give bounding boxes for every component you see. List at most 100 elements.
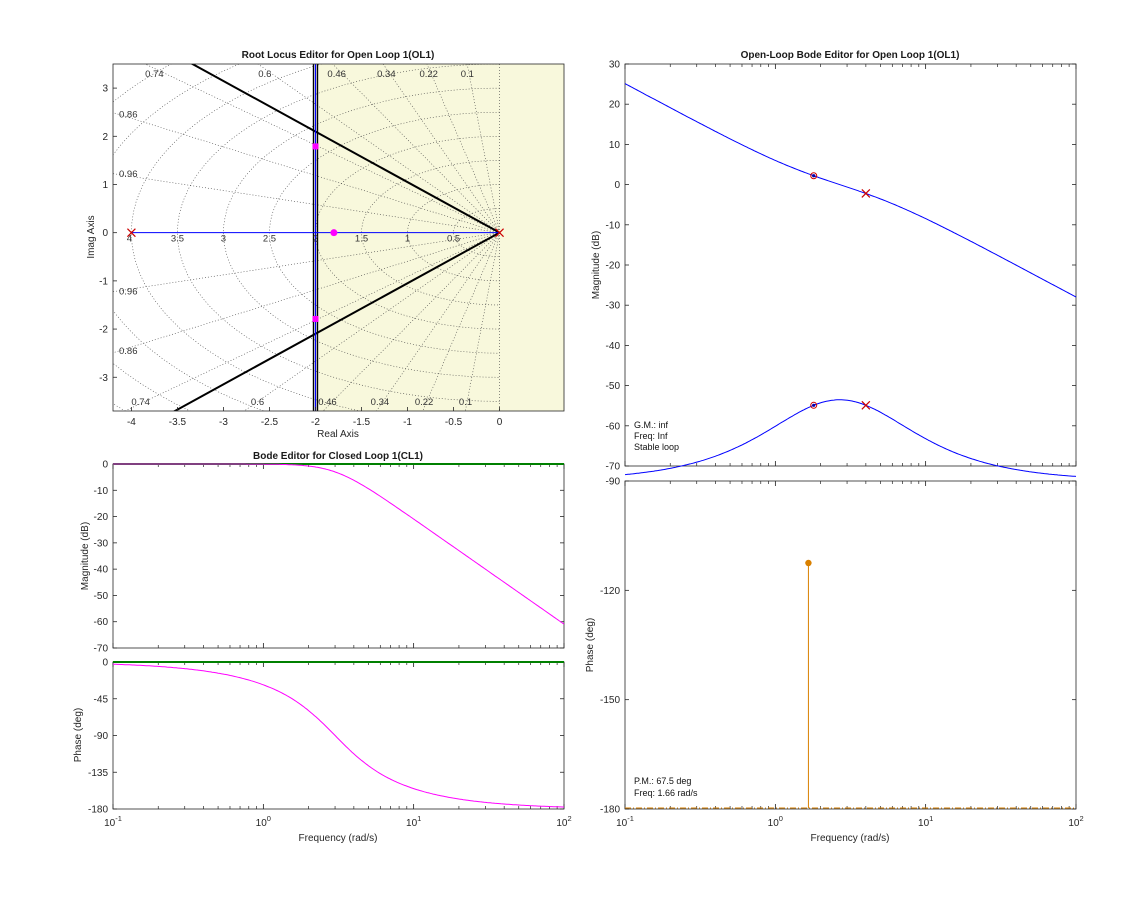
damping-label: 0.46 (318, 397, 337, 408)
damping-constraint-line (172, 231, 501, 411)
frequency-arc (223, 87, 500, 378)
x-tick-label: -3 (219, 417, 228, 428)
cl-phase-xlabel: Frequency (rad/s) (299, 833, 378, 844)
cl-magnitude-ylabel: Magnitude (dB) (80, 522, 91, 590)
y-tick-label: 3 (102, 84, 108, 95)
cl-phase-ylabel: Phase (deg) (73, 708, 84, 762)
root-locus-branches (131, 64, 500, 411)
ol-phase-markers[interactable] (805, 400, 871, 808)
damping-label: 0.86 (119, 110, 138, 121)
open-loop-magnitude-panel[interactable]: 30 20 10 0 -10 -20 -30 -40 -50 -60 -70 Open-Loop B… (591, 50, 1077, 473)
damping-label: 0.34 (371, 397, 390, 408)
x-tick-label: 100 (256, 814, 271, 829)
damping-ray (382, 64, 500, 233)
frequency-label: 3 (221, 234, 226, 245)
cl-magnitude-curve (113, 463, 565, 625)
y-tick-label: -40 (606, 341, 621, 352)
x-tick-label: -0.5 (445, 417, 463, 428)
root-locus-axes-box (112, 63, 565, 412)
y-tick-label: 0 (614, 180, 620, 191)
y-tick-label: -30 (606, 301, 621, 312)
y-tick-label: -60 (94, 617, 109, 628)
y-tick-label: -10 (94, 486, 109, 497)
phase-margin-freq-text: Freq: 1.66 rad/s (634, 788, 698, 798)
y-tick-label: 0 (102, 658, 108, 669)
y-tick-label: -120 (600, 586, 620, 597)
x-tick-label: -2 (311, 417, 320, 428)
x-tick-label: -4 (127, 417, 136, 428)
root-locus-design-constraints[interactable] (0, 0, 501, 512)
root-locus-markers[interactable] (126, 143, 504, 322)
ol-phase-ylabel: Phase (deg) (585, 618, 596, 672)
damping-label: 0.1 (461, 69, 474, 80)
damping-label: 0.1 (459, 397, 472, 408)
damping-label: 0.96 (119, 286, 138, 297)
ol-magnitude-curve (624, 83, 1077, 298)
ol-bode-title: Open-Loop Bode Editor for Open Loop 1(OL… (741, 50, 960, 61)
damping-label: 0.6 (251, 397, 264, 408)
y-tick-label: -180 (88, 805, 108, 816)
root-locus-title: Root Locus Editor for Open Loop 1(OL1) (242, 50, 435, 61)
y-tick-label: 2 (102, 132, 108, 143)
frequency-label: 1.5 (355, 234, 368, 245)
y-tick-label: -1 (99, 276, 108, 287)
y-tick-label: 1 (102, 180, 108, 191)
cl-phase-curve (112, 663, 564, 808)
ol-phase-zero-marker (810, 401, 818, 409)
y-tick-label: -50 (606, 381, 621, 392)
y-tick-label: 0 (102, 460, 108, 471)
stability-text: Stable loop (634, 442, 679, 452)
damping-label: 0.34 (377, 69, 396, 80)
root-locus-ylabel: Imag Axis (86, 215, 97, 258)
ol-magnitude-ticks: 30 20 10 0 -10 -20 -30 -40 -50 -60 -70 (606, 60, 1077, 473)
y-tick-label: -135 (88, 768, 108, 779)
frequency-label: 4 (127, 234, 132, 245)
closed-loop-magnitude-panel[interactable]: 0 -10 -20 -30 -40 -50 -60 -70 Bode Editor for C… (80, 451, 565, 655)
x-tick-label: 10-1 (104, 814, 122, 829)
y-tick-label: 10 (609, 140, 621, 151)
damping-label: 0.22 (415, 397, 434, 408)
phase-margin-text: P.M.: 67.5 deg (634, 776, 691, 786)
x-tick-label: -1.5 (353, 417, 371, 428)
gain-margin-text: G.M.: inf (634, 420, 669, 430)
y-tick-label: -20 (606, 261, 621, 272)
cl-bode-title: Bode Editor for Closed Loop 1(CL1) (253, 451, 423, 462)
cl-phase-lines (112, 661, 564, 808)
damping-label: 0.96 (119, 169, 138, 180)
y-tick-label: -3 (99, 373, 108, 384)
ol-phase-xlabel: Frequency (rad/s) (811, 833, 890, 844)
cl-magnitude-axes-box (112, 463, 565, 649)
damping-label: 0.74 (145, 69, 164, 80)
root-locus-ticks: -4 -3.5 -3 -2.5 -2 -1.5 -1 -0.5 0 3 2 1 0 -1 -2 -3 (99, 84, 503, 428)
y-tick-label: -30 (94, 538, 109, 549)
y-tick-label: -20 (94, 512, 109, 523)
y-tick-label: -40 (94, 565, 109, 576)
ol-magnitude-markers[interactable] (810, 172, 871, 198)
ol-zero-marker (810, 172, 818, 180)
root-locus-grid-labels: 0.74 0.6 0.46 0.34 0.22 0.1 0.74 0.6 0.46 0.34 0.2… (119, 69, 474, 408)
x-tick-label: 101 (918, 814, 933, 829)
ol-magnitude-ylabel: Magnitude (dB) (591, 231, 602, 299)
y-tick-label: -10 (606, 220, 621, 231)
x-tick-label: -1 (403, 417, 412, 428)
y-tick-label: -50 (94, 591, 109, 602)
x-tick-label: 101 (406, 814, 421, 829)
open-loop-pole-marker (126, 228, 136, 238)
frequency-label: 3.5 (171, 234, 184, 245)
damping-ray (124, 232, 500, 411)
y-tick-label: -60 (606, 421, 621, 432)
frequency-label: 0.5 (447, 234, 460, 245)
root-locus-panel[interactable]: -4 -3.5 -3 -2.5 -2 -1.5 -1 -0.5 0 3 2 1 0 -1 -2 -3 0.74… (0, 0, 565, 520)
closed-loop-pole-marker (312, 143, 319, 150)
y-tick-label: -90 (606, 477, 621, 488)
cl-magnitude-ticks: 0 -10 -20 -30 -40 -50 -60 -70 (94, 460, 565, 655)
x-tick-label: 100 (768, 814, 783, 829)
ol-phase-axes-box (624, 480, 1077, 810)
open-loop-pole-marker (495, 228, 504, 238)
damping-ray (144, 64, 500, 233)
y-tick-label: -45 (94, 694, 109, 705)
ol-magnitude-lines (624, 83, 1077, 298)
